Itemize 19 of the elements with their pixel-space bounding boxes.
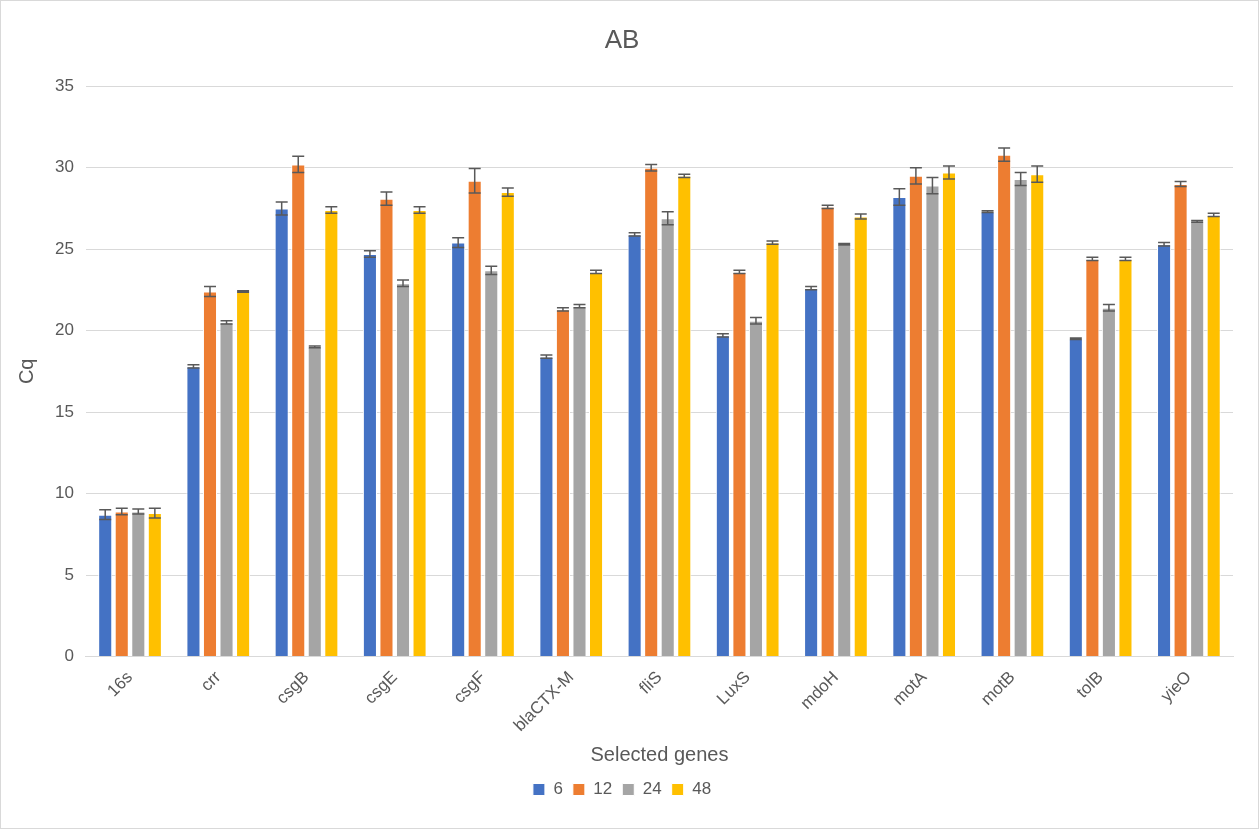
x-tick-label: 16s: [103, 667, 137, 701]
y-tick-label: 35: [54, 75, 74, 95]
x-tick-label: tolB: [1072, 667, 1107, 702]
y-tick-label: 25: [54, 238, 74, 258]
x-tick-label: fliS: [635, 667, 666, 698]
y-tick-label: 10: [54, 483, 74, 503]
y-tick-label: 5: [64, 564, 74, 584]
legend-label: 48: [692, 779, 712, 799]
x-tick-label: crr: [196, 667, 225, 695]
y-tick-label: 15: [54, 401, 74, 421]
y-tick-label: 0: [64, 646, 74, 666]
x-axis-title: Selected genes: [590, 742, 729, 765]
y-axis-title: Cq: [14, 358, 37, 385]
legend-label: 24: [642, 779, 662, 799]
legend-label: 6: [553, 779, 563, 799]
legend-label: 12: [593, 779, 613, 799]
y-tick-label: 20: [54, 320, 74, 340]
chart-title: AB: [604, 23, 640, 54]
y-tick-label: 30: [54, 157, 74, 177]
